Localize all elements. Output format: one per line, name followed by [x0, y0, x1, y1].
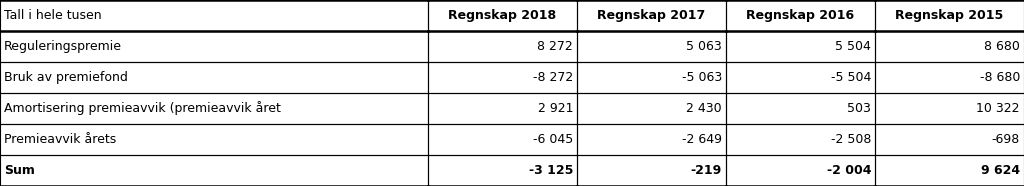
Bar	[726, 124, 874, 155]
Bar	[578, 93, 726, 124]
Bar	[0, 31, 428, 62]
Text: -6 045: -6 045	[532, 133, 573, 146]
Bar	[428, 124, 578, 155]
Text: Sum: Sum	[4, 164, 35, 177]
Bar	[428, 155, 578, 186]
Bar	[0, 124, 428, 155]
Text: Regnskap 2018: Regnskap 2018	[449, 9, 557, 22]
Bar	[0, 93, 428, 124]
Text: -2 004: -2 004	[826, 164, 871, 177]
Bar	[726, 0, 874, 31]
Bar	[578, 0, 726, 31]
Bar	[726, 62, 874, 93]
Text: -5 504: -5 504	[830, 71, 871, 84]
Text: Tall i hele tusen: Tall i hele tusen	[4, 9, 101, 22]
Bar	[726, 93, 874, 124]
Text: -2 508: -2 508	[830, 133, 871, 146]
Text: 8 680: 8 680	[984, 40, 1020, 53]
Bar	[0, 62, 428, 93]
Text: 10 322: 10 322	[977, 102, 1020, 115]
Text: 503: 503	[847, 102, 871, 115]
Text: -2 649: -2 649	[682, 133, 722, 146]
Text: -698: -698	[992, 133, 1020, 146]
Text: Regnskap 2017: Regnskap 2017	[597, 9, 706, 22]
Text: Bruk av premiefond: Bruk av premiefond	[4, 71, 128, 84]
Text: -5 063: -5 063	[682, 71, 722, 84]
Text: Regnskap 2015: Regnskap 2015	[895, 9, 1004, 22]
Text: Regnskap 2016: Regnskap 2016	[746, 9, 855, 22]
Text: 8 272: 8 272	[538, 40, 573, 53]
Text: -3 125: -3 125	[528, 164, 573, 177]
Text: -8 272: -8 272	[532, 71, 573, 84]
Bar	[0, 155, 428, 186]
Bar	[874, 0, 1024, 31]
Bar	[874, 124, 1024, 155]
Text: 9 624: 9 624	[981, 164, 1020, 177]
Text: Amortisering premieavvik (premieavvik året: Amortisering premieavvik (premieavvik år…	[4, 102, 281, 116]
Text: -8 680: -8 680	[980, 71, 1020, 84]
Text: 5 063: 5 063	[686, 40, 722, 53]
Bar	[578, 31, 726, 62]
Bar	[428, 31, 578, 62]
Text: 2 921: 2 921	[538, 102, 573, 115]
Text: Reguleringspremie: Reguleringspremie	[4, 40, 122, 53]
Bar	[428, 93, 578, 124]
Bar	[578, 124, 726, 155]
Bar	[726, 31, 874, 62]
Text: Premieavvik årets: Premieavvik årets	[4, 133, 117, 146]
Bar	[874, 31, 1024, 62]
Bar	[0, 0, 428, 31]
Bar	[578, 155, 726, 186]
Bar	[428, 62, 578, 93]
Bar	[874, 62, 1024, 93]
Bar	[874, 93, 1024, 124]
Text: 2 430: 2 430	[686, 102, 722, 115]
Text: -219: -219	[691, 164, 722, 177]
Bar	[428, 0, 578, 31]
Text: 5 504: 5 504	[836, 40, 871, 53]
Bar	[578, 62, 726, 93]
Bar	[726, 155, 874, 186]
Bar	[874, 155, 1024, 186]
